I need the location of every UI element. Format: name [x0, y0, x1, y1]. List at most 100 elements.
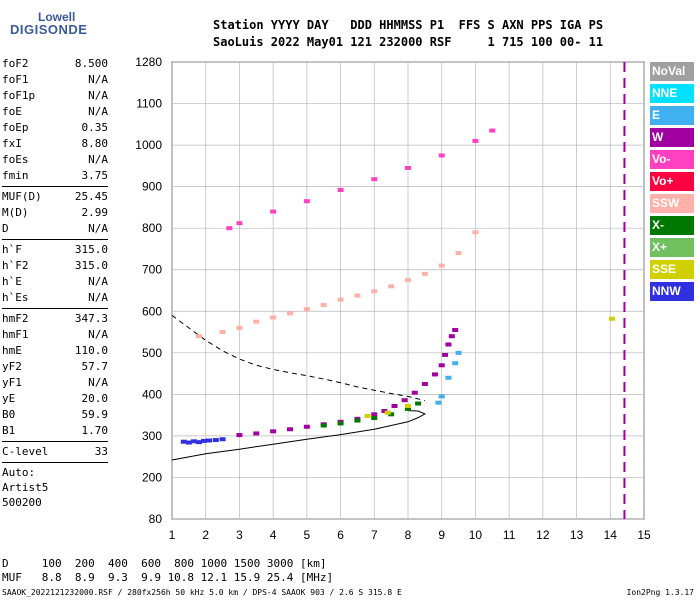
data-point-W [253, 431, 260, 436]
data-point-Vo- [438, 153, 445, 158]
data-point-W [401, 398, 408, 403]
param-divider [2, 308, 108, 309]
data-point-SSW [270, 315, 277, 320]
legend-item: E [650, 106, 694, 125]
header-values: SaoLuis 2022 May01 121 232000 RSF 1 715 … [213, 35, 604, 49]
data-point-SSE [608, 316, 615, 321]
param-row: h`Es N/A [2, 290, 108, 306]
param-label: h`F [2, 243, 22, 256]
data-point-SSW [253, 319, 260, 324]
data-point-W [445, 342, 452, 347]
param-value: N/A [88, 328, 108, 341]
data-point-W [287, 427, 293, 432]
param-value: 2.99 [81, 206, 109, 219]
param-label: foF1p [2, 89, 36, 102]
param-label: yF1 [2, 376, 22, 389]
param-row: B0 59.9 [2, 407, 108, 423]
param-row: M(D) 2.99 [2, 205, 108, 221]
param-row: foF1 N/A [2, 72, 108, 88]
y-tick-label: 800 [142, 221, 162, 235]
x-tick-label: 10 [469, 528, 483, 542]
data-point-E [435, 400, 442, 405]
param-value: N/A [88, 153, 108, 166]
param-value: 315.0 [74, 243, 108, 256]
param-value: N/A [88, 89, 108, 102]
param-label: h`F2 [2, 259, 29, 272]
param-row: D N/A [2, 221, 108, 237]
param-row: hmF2 347.3 [2, 311, 108, 327]
data-point-W [411, 390, 418, 395]
data-point-SSW [421, 271, 428, 276]
data-point-W [381, 408, 388, 413]
param-label: hmE [2, 344, 22, 357]
y-tick-label: 1100 [136, 97, 162, 111]
param-label: yE [2, 392, 16, 405]
data-point-NNW [190, 439, 197, 444]
data-point-SSW [219, 330, 226, 335]
param-divider [2, 239, 108, 240]
data-point-Vo- [236, 221, 243, 226]
y-tick-label: 200 [142, 470, 162, 484]
data-point-X- [337, 421, 344, 426]
data-point-X- [371, 416, 378, 421]
y-tick-label: 700 [142, 263, 162, 277]
param-label: foEs [2, 153, 29, 166]
data-point-W [442, 352, 449, 357]
param-row: hmF1 N/A [2, 327, 108, 343]
logo-lowell: Lowell [38, 10, 76, 24]
param-label: foF1 [2, 73, 29, 86]
data-point-W [270, 429, 277, 434]
param-label: h`Es [2, 291, 29, 304]
param-value: 25.45 [74, 190, 108, 203]
data-point-SSW [472, 230, 479, 235]
param-value: 20.0 [81, 392, 109, 405]
param-divider [2, 462, 108, 463]
data-point-W [431, 372, 438, 377]
x-tick-label: 9 [438, 528, 445, 542]
x-tick-label: 11 [503, 528, 516, 542]
param-row: h`F 315.0 [2, 242, 108, 258]
param-label: hmF2 [2, 312, 29, 325]
param-label: h`E [2, 275, 22, 288]
param-value: N/A [88, 105, 108, 118]
param-row: C-level 33 [2, 444, 108, 460]
y-tick-label: 1280 [135, 55, 162, 69]
data-point-NNW [195, 440, 202, 445]
data-point-E [438, 394, 445, 399]
y-tick-label: 300 [142, 429, 162, 443]
data-point-W [452, 327, 459, 332]
header-labels: Station YYYY DAY DDD HHMMSS P1 FFS S AXN… [213, 18, 604, 32]
param-row: yF1 N/A [2, 375, 108, 391]
param-value: N/A [88, 291, 108, 304]
data-point-Vo- [371, 177, 378, 182]
x-tick-label: 7 [371, 528, 378, 542]
legend-item: X- [650, 216, 694, 235]
param-text: Artist5 [2, 481, 49, 494]
data-point-X- [388, 412, 395, 417]
param-label: hmF1 [2, 328, 29, 341]
data-point-SSW [236, 325, 243, 330]
param-row: fxI 8.80 [2, 136, 108, 152]
legend-item: NoVal [650, 62, 694, 81]
data-point-W [303, 424, 310, 429]
data-point-Vo- [270, 209, 277, 214]
y-tick-label: 600 [142, 304, 162, 318]
param-value: 57.7 [81, 360, 109, 373]
param-value: 33 [94, 445, 108, 458]
param-row: foF1p N/A [2, 88, 108, 104]
x-tick-label: 3 [236, 528, 243, 542]
data-point-SSW [287, 311, 293, 316]
data-point-W [421, 381, 428, 386]
data-point-X- [320, 423, 327, 428]
param-value: 347.3 [74, 312, 108, 325]
data-point-SSW [195, 334, 202, 339]
param-label: foEp [2, 121, 29, 134]
param-label: B0 [2, 408, 16, 421]
param-value: 8.80 [81, 137, 109, 150]
param-label: MUF(D) [2, 190, 42, 203]
param-label: foF2 [2, 57, 29, 70]
data-point-Vo- [489, 128, 496, 133]
data-point-NNW [206, 438, 213, 443]
param-row: h`E N/A [2, 274, 108, 290]
